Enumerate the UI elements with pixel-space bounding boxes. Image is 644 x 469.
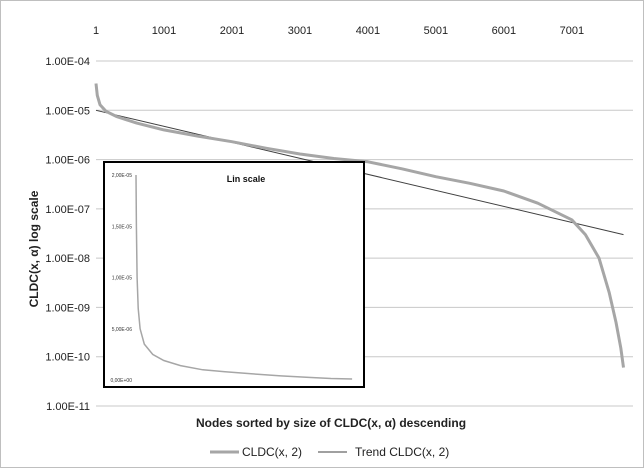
- inset-y-tick-label: 0,00E+00: [110, 378, 132, 384]
- x-axis-title: Nodes sorted by size of CLDC(x, α) desce…: [196, 416, 466, 430]
- inset-title: Lin scale: [227, 174, 266, 184]
- x-tick-labels: 1 1001 2001 3001 4001 5001 6001 7001: [93, 25, 584, 37]
- x-tick-label: 5001: [424, 25, 448, 37]
- y-tick-label: 1.00E-04: [45, 56, 90, 68]
- inset-chart: Lin scale 2,00E-05 1,50E-05 1,00E-05 5,00E-…: [103, 161, 365, 388]
- x-tick-label: 1: [93, 25, 99, 37]
- y-tick-label: 1.00E-06: [45, 155, 90, 167]
- y-tick-label: 1.00E-09: [45, 302, 90, 314]
- legend: CLDC(x, 2) Trend CLDC(x, 2): [210, 445, 449, 459]
- y-tick-label: 1.00E-07: [45, 204, 90, 216]
- y-axis-title: CLDC(x, α) log scale: [27, 190, 41, 307]
- y-tick-label: 1.00E-05: [45, 105, 90, 117]
- inset-y-tick-label: 1,50E-05: [112, 224, 133, 230]
- legend-label-cldc: CLDC(x, 2): [242, 445, 302, 459]
- x-tick-label: 7001: [560, 25, 584, 37]
- inset-series-layer: [135, 174, 353, 380]
- inset-y-tick-label: 2,00E-05: [112, 173, 133, 179]
- inset-frame: [103, 161, 365, 388]
- y-tick-label: 1.00E-08: [45, 253, 90, 265]
- y-tick-label: 1.00E-10: [45, 352, 90, 364]
- x-tick-label: 1001: [152, 25, 176, 37]
- x-tick-label: 4001: [356, 25, 380, 37]
- y-tick-label: 1.00E-11: [46, 401, 90, 413]
- x-tick-label: 2001: [220, 25, 244, 37]
- inset-y-tick-label: 5,00E-06: [112, 327, 133, 333]
- x-tick-label: 3001: [288, 25, 312, 37]
- inset-series-line: [135, 174, 353, 380]
- cldc-series-line: [94, 83, 625, 368]
- y-tick-labels: 1.00E-04 1.00E-05 1.00E-06 1.00E-07 1.00E-08…: [45, 56, 90, 413]
- inset-y-tick-label: 1,00E-05: [112, 276, 133, 282]
- inset-y-tick-labels: 2,00E-05 1,50E-05 1,00E-05 5,00E-06 0,00E+00: [110, 173, 132, 384]
- x-tick-label: 6001: [492, 25, 516, 37]
- legend-label-trend: Trend CLDC(x, 2): [355, 445, 449, 459]
